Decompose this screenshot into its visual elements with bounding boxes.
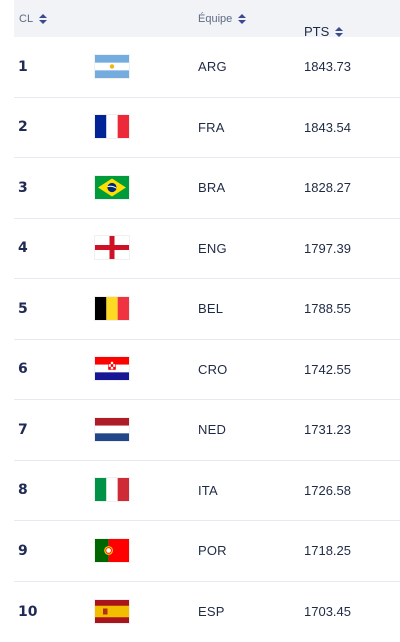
rank-number: 2 bbox=[18, 98, 28, 158]
table-row[interactable]: 6 CRO 1742.55 bbox=[14, 340, 400, 401]
rank-number: 7 bbox=[18, 400, 28, 460]
sort-arrows-icon[interactable] bbox=[39, 14, 47, 24]
team-code[interactable]: ARG bbox=[198, 37, 227, 97]
rank-number: 4 bbox=[18, 219, 28, 279]
team-points: 1843.73 bbox=[304, 37, 351, 97]
croatia-flag-icon bbox=[95, 357, 129, 380]
team-points: 1797.39 bbox=[304, 219, 351, 279]
team-points: 1788.55 bbox=[304, 279, 351, 339]
team-points: 1718.25 bbox=[304, 521, 351, 581]
team-points: 1731.23 bbox=[304, 400, 351, 460]
table-row[interactable]: 7 NED 1731.23 bbox=[14, 400, 400, 461]
team-code[interactable]: NED bbox=[198, 400, 226, 460]
italy-flag-icon bbox=[95, 478, 129, 501]
sort-arrows-icon[interactable] bbox=[335, 27, 343, 37]
team-code[interactable]: ESP bbox=[198, 582, 225, 642]
belgium-flag-icon bbox=[95, 297, 129, 320]
team-code[interactable]: ITA bbox=[198, 461, 218, 521]
team-code[interactable]: FRA bbox=[198, 98, 225, 158]
rank-number: 10 bbox=[18, 582, 37, 642]
sort-by-team-header[interactable]: Équipe bbox=[198, 13, 246, 25]
team-points: 1726.58 bbox=[304, 461, 351, 521]
sort-arrows-icon[interactable] bbox=[238, 14, 246, 24]
table-row[interactable]: 4 ENG 1797.39 bbox=[14, 219, 400, 280]
table-row[interactable]: 5 BEL 1788.55 bbox=[14, 279, 400, 340]
rank-number: 1 bbox=[18, 37, 28, 97]
rank-number: 8 bbox=[18, 461, 28, 521]
england-flag-icon bbox=[95, 236, 129, 259]
table-row[interactable]: 3 BRA 1828.27 bbox=[14, 158, 400, 219]
rank-column-label: CL bbox=[19, 13, 33, 25]
table-row[interactable]: 2 FRA 1843.54 bbox=[14, 98, 400, 159]
rank-number: 6 bbox=[18, 340, 28, 400]
brazil-flag-icon bbox=[95, 176, 129, 199]
rank-number: 9 bbox=[18, 521, 28, 581]
argentina-flag-icon bbox=[95, 55, 129, 78]
team-code[interactable]: BEL bbox=[198, 279, 223, 339]
team-code[interactable]: CRO bbox=[198, 340, 228, 400]
team-points: 1843.54 bbox=[304, 98, 351, 158]
team-code[interactable]: POR bbox=[198, 521, 227, 581]
team-points: 1742.55 bbox=[304, 340, 351, 400]
table-row[interactable]: 10 ESP 1703.45 bbox=[14, 582, 400, 642]
team-code[interactable]: BRA bbox=[198, 158, 225, 218]
table-row[interactable]: 8 ITA 1726.58 bbox=[14, 461, 400, 522]
netherlands-flag-icon bbox=[95, 418, 129, 441]
table-header: CL Équipe PTS bbox=[14, 0, 400, 37]
sort-by-rank-header[interactable]: CL bbox=[19, 13, 47, 25]
portugal-flag-icon bbox=[95, 539, 129, 562]
team-points: 1828.27 bbox=[304, 158, 351, 218]
rank-number: 5 bbox=[18, 279, 28, 339]
rank-number: 3 bbox=[18, 158, 28, 218]
team-points: 1703.45 bbox=[304, 582, 351, 642]
team-code[interactable]: ENG bbox=[198, 219, 227, 279]
spain-flag-icon bbox=[95, 600, 129, 623]
ranking-table: CL Équipe PTS 1 ARG 1843.73 2 FRA 1843.5… bbox=[14, 0, 400, 642]
table-row[interactable]: 1 ARG 1843.73 bbox=[14, 37, 400, 98]
france-flag-icon bbox=[95, 115, 129, 138]
table-row[interactable]: 9 POR 1718.25 bbox=[14, 521, 400, 582]
team-column-label: Équipe bbox=[198, 13, 232, 25]
